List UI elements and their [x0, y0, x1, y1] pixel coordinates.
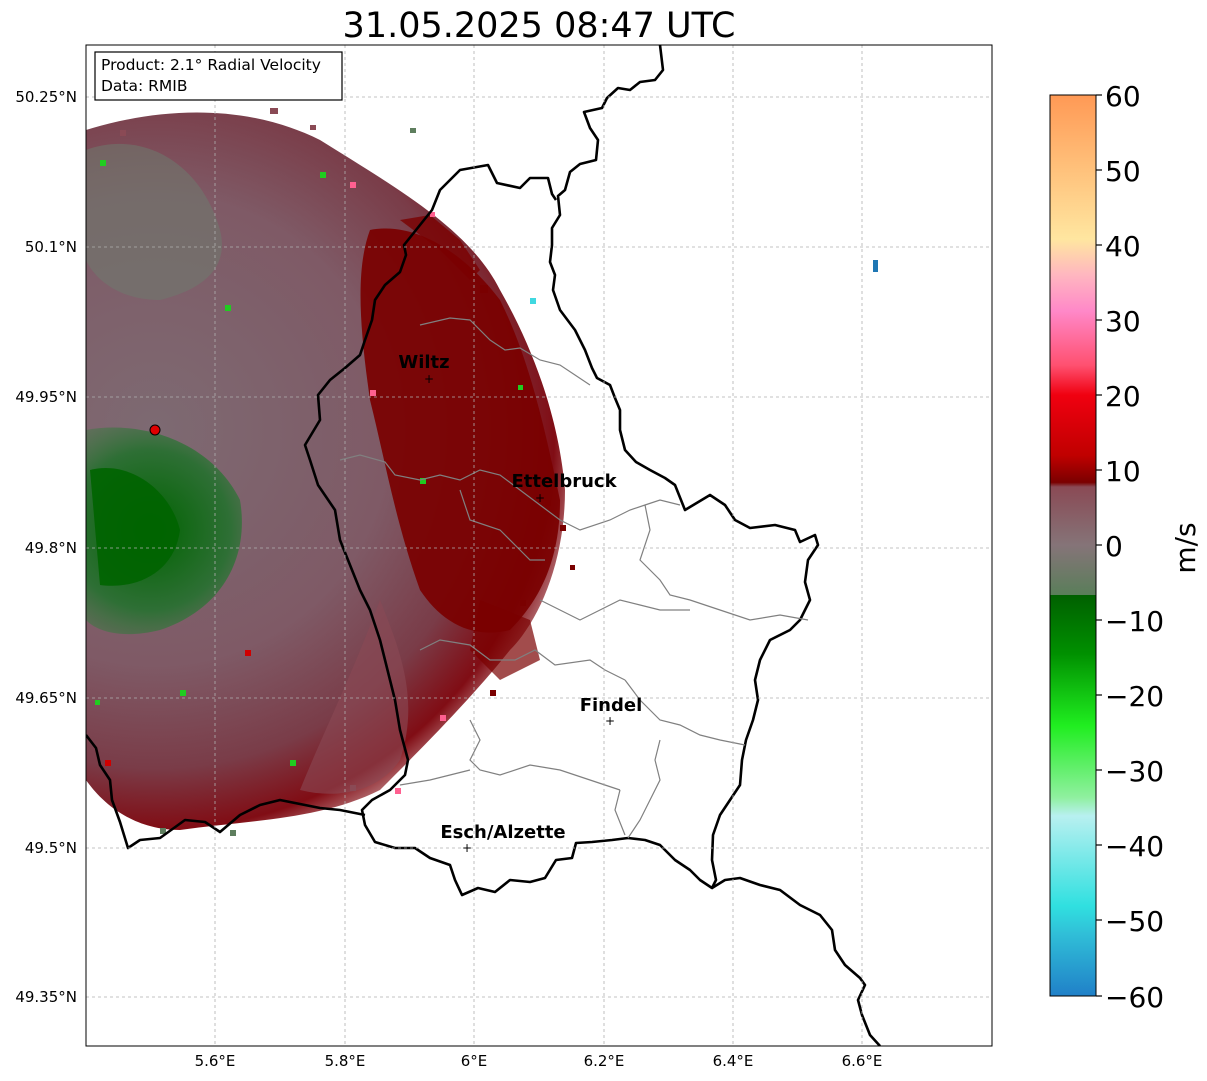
city-label: Esch/Alzette [440, 822, 565, 843]
city-marker-icon: + [535, 491, 545, 505]
city-label: Wiltz [398, 352, 449, 373]
lat-tick-label: 49.95°N [15, 388, 77, 406]
city-marker-icon: + [605, 714, 615, 728]
lat-tick-label: 50.1°N [25, 238, 77, 256]
colorbar-tick-label: 50 [1105, 155, 1141, 188]
product-label: Product: 2.1° Radial Velocity [101, 56, 321, 74]
lon-axis: 5.6°E 5.8°E 6°E 6.2°E 6.4°E 6.6°E [195, 1052, 883, 1070]
district-borders [339, 317, 809, 839]
city-marker-icon: + [462, 841, 472, 855]
lat-axis: 50.25°N 50.1°N 49.95°N 49.8°N 49.65°N 49… [15, 88, 77, 1006]
lon-tick-label: 6.4°E [713, 1052, 754, 1070]
city-label: Findel [580, 695, 643, 716]
plot-frame [85, 44, 993, 1047]
city-wiltz: + Wiltz [398, 352, 449, 386]
colorbar: 60 50 40 30 20 10 0 −10 −20 −30 −40 −50 … [1049, 80, 1202, 1014]
country-borders [86, 45, 881, 1046]
colorbar-tick-label: 10 [1105, 455, 1141, 488]
city-ettelbruck: + Ettelbruck [511, 471, 617, 505]
lon-tick-label: 5.6°E [195, 1052, 236, 1070]
lat-tick-label: 49.8°N [25, 539, 77, 557]
colorbar-tick-label: −30 [1105, 755, 1164, 788]
colorbar-tick-label: −40 [1105, 830, 1164, 863]
lon-tick-label: 6°E [461, 1052, 488, 1070]
colorbar-tick-label: 0 [1105, 530, 1123, 563]
product-info-box: Product: 2.1° Radial Velocity Data: RMIB [94, 51, 343, 101]
colorbar-unit-label: m/s [1169, 522, 1202, 573]
lat-tick-label: 50.25°N [15, 88, 77, 106]
lat-tick-label: 49.65°N [15, 689, 77, 707]
colorbar-tick-label: 60 [1105, 80, 1141, 113]
city-esch-alzette: + Esch/Alzette [440, 822, 565, 855]
colorbar-tick-label: 30 [1105, 305, 1141, 338]
data-source-label: Data: RMIB [101, 77, 188, 95]
radar-site-marker [149, 424, 161, 436]
radar-velocity-field [86, 108, 878, 836]
city-findel: + Findel [580, 695, 643, 728]
graticule [86, 45, 992, 1046]
colorbar-gradient [1049, 94, 1097, 997]
lon-tick-label: 6.2°E [584, 1052, 625, 1070]
colorbar-ticks [1096, 94, 1102, 997]
city-label: Ettelbruck [511, 471, 617, 492]
colorbar-tick-label: 40 [1105, 230, 1141, 263]
colorbar-tick-label: −50 [1105, 905, 1164, 938]
colorbar-tick-label: −10 [1105, 605, 1164, 638]
lon-tick-label: 6.6°E [842, 1052, 883, 1070]
city-marker-icon: + [424, 372, 434, 386]
colorbar-tick-label: −60 [1105, 981, 1164, 1014]
lat-tick-label: 49.35°N [15, 988, 77, 1006]
lon-tick-label: 5.8°E [325, 1052, 366, 1070]
colorbar-tick-label: 20 [1105, 380, 1141, 413]
colorbar-tick-label: −20 [1105, 680, 1164, 713]
map-title: 31.05.2025 08:47 UTC [343, 6, 736, 46]
lat-tick-label: 49.5°N [25, 839, 77, 857]
plot-area: + Wiltz + Ettelbruck + Findel + Esch/Alz… [86, 45, 992, 1046]
